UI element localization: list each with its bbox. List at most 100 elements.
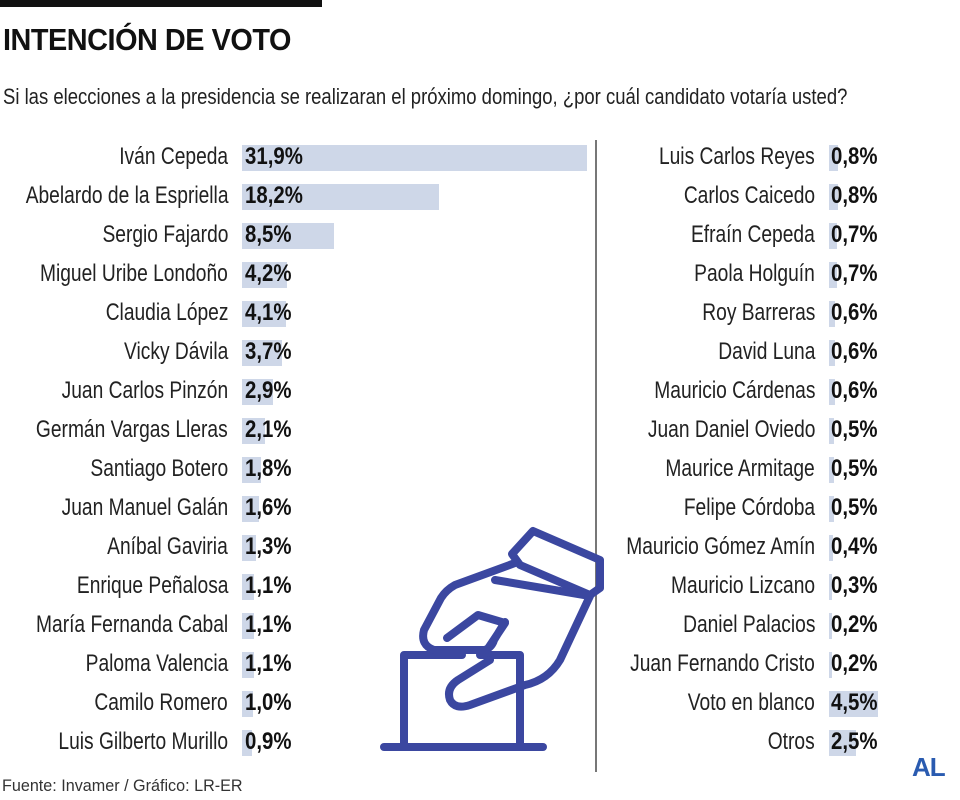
bar <box>242 535 257 561</box>
top-rule <box>0 0 322 7</box>
bar <box>242 652 254 678</box>
bar <box>242 418 265 444</box>
bar <box>242 457 262 483</box>
bar <box>829 652 832 678</box>
category-label: Santiago Botero <box>90 455 228 482</box>
category-label: Juan Manuel Galán <box>61 494 228 521</box>
value-label: 1,3% <box>245 533 292 560</box>
value-label: 0,8% <box>831 143 878 170</box>
subtitle: Si las elecciones a la presidencia se re… <box>3 84 848 109</box>
value-label: 2,5% <box>831 728 878 755</box>
category-label: Carlos Caicedo <box>683 182 815 209</box>
bar <box>242 730 252 756</box>
bar <box>829 457 835 483</box>
bar <box>829 340 836 366</box>
bar <box>829 379 836 405</box>
category-label: Camilo Romero <box>94 689 228 716</box>
bar <box>242 691 253 717</box>
category-label: Luis Gilberto Murillo <box>58 728 228 755</box>
category-label: Paola Holguín <box>694 260 815 287</box>
bar <box>242 301 287 327</box>
category-label: Roy Barreras <box>701 299 815 326</box>
value-label: 1,1% <box>245 572 292 599</box>
value-label: 3,7% <box>245 338 292 365</box>
value-label: 1,0% <box>245 689 292 716</box>
category-label: Aníbal Gaviria <box>107 533 228 560</box>
category-label: Miguel Uribe Londoño <box>40 260 228 287</box>
category-label: Efraín Cepeda <box>691 221 815 248</box>
value-label: 2,9% <box>245 377 292 404</box>
ballot-box <box>400 651 524 751</box>
value-label: 18,2% <box>245 182 303 209</box>
bar <box>829 262 837 288</box>
category-label: Sergio Fajardo <box>102 221 228 248</box>
value-label: 0,6% <box>831 299 878 326</box>
category-label: Felipe Córdoba <box>683 494 815 521</box>
category-label: Claudia López <box>105 299 228 326</box>
value-label: 0,7% <box>831 260 878 287</box>
bar <box>829 496 835 522</box>
value-label: 0,5% <box>831 455 878 482</box>
bar <box>242 613 254 639</box>
category-label: Otros <box>768 728 815 755</box>
value-label: 0,5% <box>831 494 878 521</box>
bar <box>242 379 274 405</box>
value-label: 1,8% <box>245 455 292 482</box>
bar <box>829 730 856 756</box>
category-label: Abelardo de la Espriella <box>25 182 228 209</box>
bar <box>829 223 837 249</box>
bar <box>829 535 834 561</box>
value-label: 0,4% <box>831 533 878 560</box>
value-label: 4,1% <box>245 299 292 326</box>
category-label: Mauricio Lizcano <box>670 572 815 599</box>
category-label: Luis Carlos Reyes <box>659 143 815 170</box>
bar <box>242 145 587 171</box>
bar <box>242 496 260 522</box>
value-label: 0,3% <box>831 572 878 599</box>
publisher-logo: AL <box>912 752 946 782</box>
category-label: Juan Daniel Oviedo <box>647 416 815 443</box>
bar <box>242 262 288 288</box>
value-label: 0,7% <box>831 221 878 248</box>
category-label: Paloma Valencia <box>85 650 228 677</box>
category-label: Juan Carlos Pinzón <box>61 377 229 404</box>
category-label: David Luna <box>717 338 815 365</box>
value-label: 4,2% <box>245 260 292 287</box>
value-label: 0,2% <box>831 611 878 638</box>
category-label: Mauricio Gómez Amín <box>626 533 815 560</box>
category-label: Iván Cepeda <box>119 143 228 170</box>
value-label: 0,2% <box>831 650 878 677</box>
bar <box>242 184 439 210</box>
category-label: Juan Fernando Cristo <box>630 650 815 677</box>
page-title: INTENCIÓN DE VOTO <box>3 22 291 57</box>
bar <box>242 223 334 249</box>
bar <box>829 301 836 327</box>
bar <box>829 691 878 717</box>
bar <box>242 574 254 600</box>
value-label: 0,6% <box>831 377 878 404</box>
value-label: 1,6% <box>245 494 292 521</box>
column-divider <box>595 140 597 772</box>
category-label: Maurice Armitage <box>665 455 815 482</box>
value-label: 31,9% <box>245 143 303 170</box>
value-label: 8,5% <box>245 221 292 248</box>
category-label: Germán Vargas Lleras <box>36 416 228 443</box>
value-label: 1,1% <box>245 650 292 677</box>
value-label: 0,5% <box>831 416 878 443</box>
bar <box>829 184 838 210</box>
category-label: Enrique Peñalosa <box>76 572 228 599</box>
category-label: Voto en blanco <box>687 689 815 716</box>
bar <box>829 613 832 639</box>
category-label: Mauricio Cárdenas <box>653 377 815 404</box>
value-label: 0,8% <box>831 182 878 209</box>
hand <box>419 559 594 711</box>
category-label: Vicky Dávila <box>123 338 228 365</box>
value-label: 1,1% <box>245 611 292 638</box>
bar <box>829 574 833 600</box>
source-note: Fuente: Invamer / Gráfico: LR-ER <box>2 776 243 795</box>
bar <box>829 418 835 444</box>
bar <box>242 340 282 366</box>
value-label: 4,5% <box>831 689 878 716</box>
